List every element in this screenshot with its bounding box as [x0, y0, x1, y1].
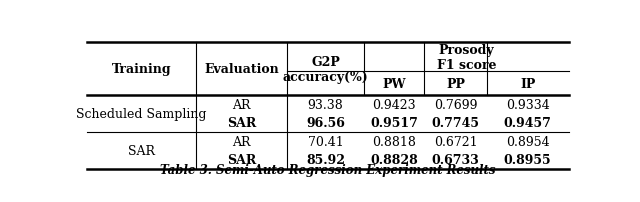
Text: Evaluation: Evaluation — [204, 63, 279, 76]
Text: Table 3. Semi-Auto Regression Experiment Results: Table 3. Semi-Auto Regression Experiment… — [160, 163, 496, 176]
Text: SAR: SAR — [227, 117, 256, 130]
Text: SAR: SAR — [227, 153, 256, 166]
Text: 0.6721: 0.6721 — [434, 135, 477, 148]
Text: 0.9457: 0.9457 — [504, 117, 552, 130]
Text: 0.8955: 0.8955 — [504, 153, 552, 166]
Text: 70.41: 70.41 — [308, 135, 344, 148]
Text: PW: PW — [383, 77, 406, 90]
Text: PP: PP — [446, 77, 465, 90]
Text: 96.56: 96.56 — [306, 117, 345, 130]
Text: 0.7699: 0.7699 — [434, 99, 477, 112]
Text: AR: AR — [232, 135, 251, 148]
Text: G2P
accuracy(%): G2P accuracy(%) — [283, 55, 369, 83]
Text: 0.7745: 0.7745 — [431, 117, 479, 130]
Text: Training: Training — [112, 63, 172, 76]
Text: 85.92: 85.92 — [306, 153, 345, 166]
Text: 0.8818: 0.8818 — [372, 135, 416, 148]
Text: 93.38: 93.38 — [308, 99, 344, 112]
Text: Prosody
F1 score: Prosody F1 score — [436, 43, 496, 71]
Text: 0.9334: 0.9334 — [506, 99, 550, 112]
Text: 0.8828: 0.8828 — [371, 153, 418, 166]
Text: 0.9517: 0.9517 — [370, 117, 418, 130]
Text: AR: AR — [232, 99, 251, 112]
Text: 0.6733: 0.6733 — [431, 153, 479, 166]
Text: SAR: SAR — [128, 144, 155, 157]
Text: 0.9423: 0.9423 — [372, 99, 416, 112]
Text: IP: IP — [520, 77, 535, 90]
Text: 0.8954: 0.8954 — [506, 135, 550, 148]
Text: Scheduled Sampling: Scheduled Sampling — [76, 108, 207, 121]
